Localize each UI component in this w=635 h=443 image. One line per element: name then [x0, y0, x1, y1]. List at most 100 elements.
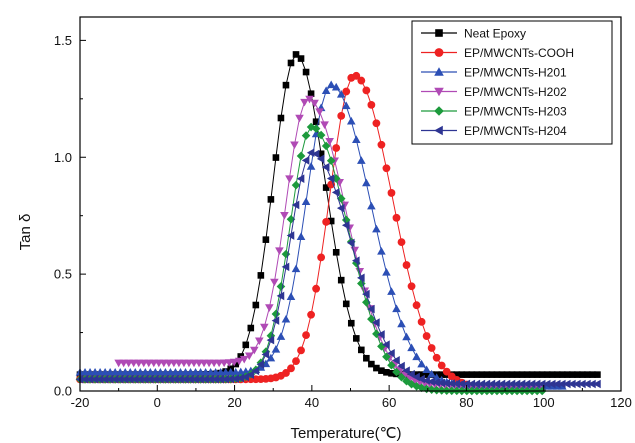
data-point — [346, 116, 356, 125]
data-point — [522, 379, 531, 389]
data-point — [397, 372, 406, 382]
data-point — [301, 156, 310, 165]
data-point — [186, 375, 194, 384]
data-point — [287, 59, 295, 67]
data-point — [337, 111, 346, 120]
legend-box — [411, 20, 613, 145]
data-point — [296, 174, 305, 184]
data-point — [326, 80, 336, 89]
data-point — [281, 262, 290, 272]
data-point — [325, 138, 334, 146]
x-tick-label: 20 — [227, 395, 241, 410]
legend-label: EP/MWCNTs-H201 — [464, 65, 567, 79]
data-point — [346, 238, 355, 248]
legend-label: EP/MWCNTs-H202 — [464, 85, 567, 99]
data-point — [382, 164, 391, 173]
data-point — [538, 371, 546, 378]
data-point — [553, 371, 561, 378]
data-point — [95, 375, 104, 384]
data-point — [271, 344, 281, 353]
data-point — [316, 130, 326, 140]
data-point — [265, 304, 274, 312]
data-point — [533, 371, 541, 378]
data-point — [292, 357, 300, 366]
data-point — [276, 332, 286, 340]
data-point — [246, 370, 255, 380]
data-point — [432, 385, 441, 395]
data-point — [276, 282, 286, 291]
data-point — [442, 367, 451, 376]
data-point — [201, 375, 209, 384]
data-point — [562, 379, 571, 389]
data-point — [331, 174, 341, 183]
data-point — [437, 361, 446, 370]
data-point — [423, 371, 430, 378]
data-point — [141, 375, 149, 384]
x-tick-label: 100 — [533, 395, 555, 410]
data-point — [392, 304, 401, 313]
data-point — [255, 337, 264, 346]
data-point — [249, 346, 259, 355]
data-point — [578, 379, 586, 389]
data-point — [363, 354, 370, 362]
data-point — [547, 379, 556, 389]
data-point — [286, 214, 296, 224]
data-point — [487, 379, 496, 389]
legend-item: EP/MWCNTs-H202 — [421, 85, 567, 99]
data-point — [252, 301, 260, 309]
data-point — [297, 55, 305, 62]
data-point — [156, 375, 164, 384]
data-point — [513, 371, 521, 378]
data-point — [276, 291, 285, 301]
data-point — [311, 124, 321, 133]
data-point — [402, 261, 411, 269]
data-point — [378, 367, 385, 374]
legend-label: Neat Epoxy — [464, 26, 526, 40]
data-point — [542, 379, 551, 389]
data-point — [422, 384, 431, 394]
data-point — [358, 346, 365, 354]
data-point — [552, 379, 561, 389]
data-point — [307, 310, 315, 319]
data-point — [584, 371, 591, 378]
data-point — [392, 356, 400, 365]
data-point — [453, 371, 461, 378]
data-point — [300, 98, 309, 107]
data-point — [442, 378, 451, 388]
data-point — [422, 376, 430, 385]
data-point — [563, 371, 571, 378]
data-point — [407, 369, 415, 379]
data-point — [321, 141, 331, 151]
data-point — [234, 357, 244, 366]
data-point — [342, 87, 351, 96]
data-point — [372, 329, 381, 339]
data-point — [331, 188, 340, 197]
x-tick-label: 60 — [382, 395, 396, 410]
data-point — [110, 375, 119, 384]
data-point — [388, 370, 395, 377]
data-point — [320, 121, 329, 129]
data-point — [382, 340, 390, 349]
data-point — [130, 375, 139, 384]
data-point — [342, 300, 350, 308]
data-point — [161, 375, 169, 384]
data-point — [261, 350, 270, 359]
data-point — [239, 355, 249, 364]
data-point — [407, 379, 416, 389]
data-point — [422, 332, 431, 340]
data-point — [387, 348, 395, 358]
data-point — [528, 371, 536, 378]
data-point — [392, 367, 401, 377]
data-point — [383, 369, 390, 376]
data-point — [120, 375, 129, 384]
data-point — [557, 379, 566, 389]
data-point — [251, 366, 260, 376]
data-point — [332, 144, 341, 152]
data-point — [105, 375, 114, 384]
data-point — [508, 371, 516, 378]
series-6 — [75, 148, 601, 389]
data-point — [322, 218, 331, 226]
legend-marker — [435, 29, 443, 37]
data-point — [387, 189, 396, 197]
data-point — [468, 371, 476, 378]
